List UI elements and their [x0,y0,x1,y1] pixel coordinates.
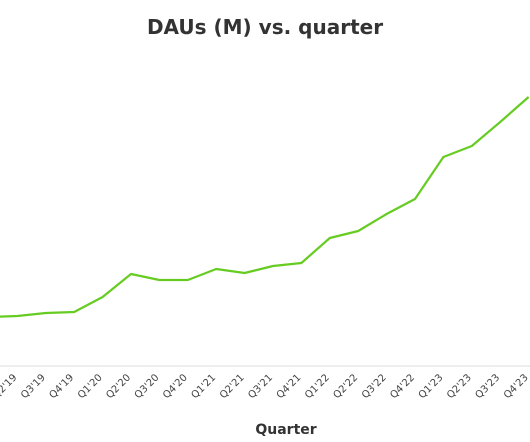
x-tick-label: Q2'19 [0,372,20,401]
x-tick-label: Q2'20 [104,372,133,401]
x-axis-title: Quarter [255,422,316,438]
x-tick-label: Q4'22 [388,372,417,401]
x-tick-label: Q2'22 [332,372,361,401]
x-tick-label: Q4'21 [275,372,304,401]
x-tick-label: Q3'22 [360,372,389,401]
x-tick-label: Q3'21 [246,372,275,401]
x-tick-label: Q4'19 [48,372,77,401]
x-tick-label: Q4'23 [502,372,530,401]
data-line [0,96,530,318]
x-tick-label: Q1'21 [190,372,219,401]
x-tick-label: Q3'23 [474,372,503,401]
chart-title: DAUs (M) vs. quarter [147,15,383,39]
x-tick-label: Q2'21 [218,372,247,401]
x-tick-label: Q3'19 [19,372,48,401]
x-tick-label: Q2'23 [445,372,474,401]
x-tick-label: Q3'20 [133,372,162,401]
x-tick-label: Q1'22 [303,372,332,401]
x-tick-label: Q1'23 [417,372,446,401]
x-tick-label: Q4'20 [161,372,190,401]
x-tick-label: Q1'20 [76,372,105,401]
